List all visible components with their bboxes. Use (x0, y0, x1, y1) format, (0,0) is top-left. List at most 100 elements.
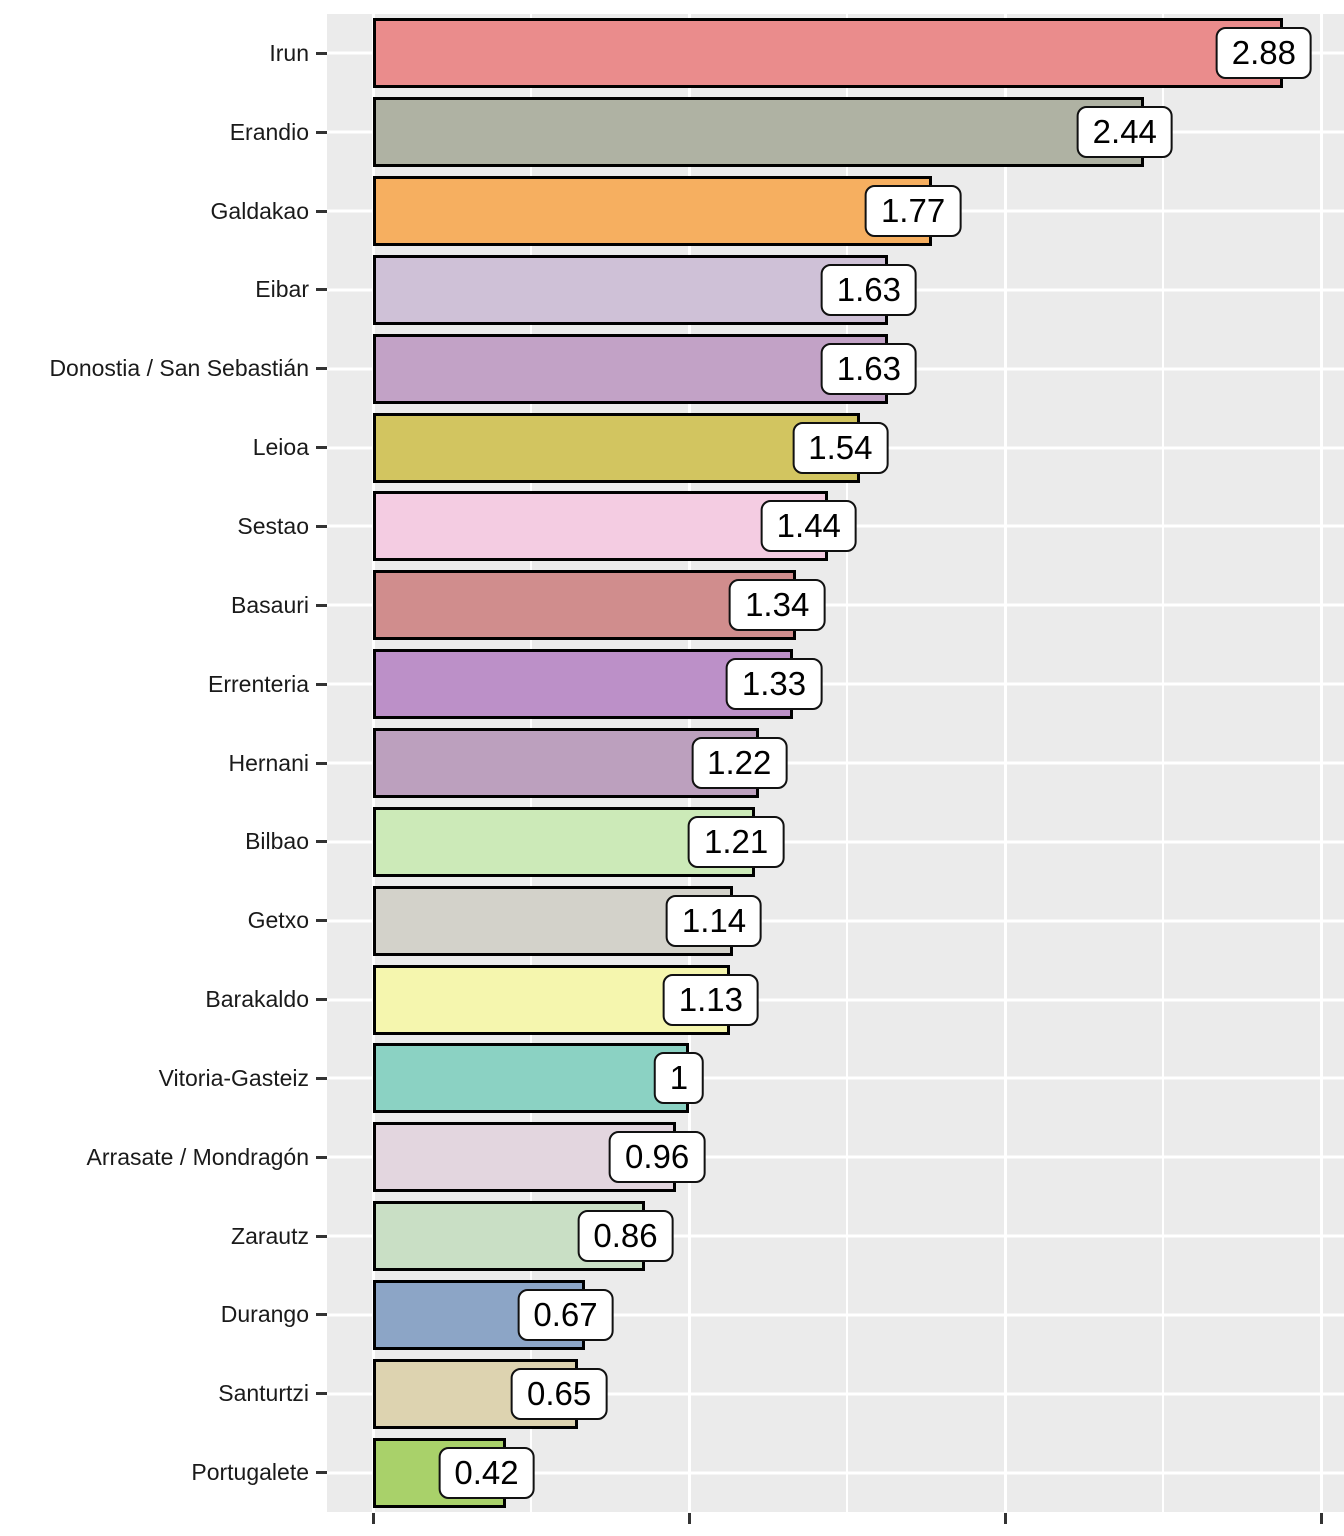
x-tick-mark (687, 1513, 691, 1524)
value-label: 1.54 (792, 421, 889, 474)
bar-row: 1.44 (327, 487, 1344, 566)
value-label: 1.13 (662, 973, 759, 1026)
y-axis-row: Erandio (0, 93, 327, 172)
y-tick-mark (316, 919, 327, 923)
y-axis-row: Eibar (0, 251, 327, 330)
y-tick-mark (316, 998, 327, 1002)
bar-row: 0.96 (327, 1118, 1344, 1197)
horizontal-gridline (327, 919, 1344, 923)
bar (373, 1043, 689, 1114)
bar-row: 1.54 (327, 408, 1344, 487)
bar (373, 412, 860, 483)
horizontal-gridline (327, 761, 1344, 765)
y-axis-row: Hernani (0, 724, 327, 803)
y-axis-row: Durango (0, 1276, 327, 1355)
bar-row: 1.21 (327, 802, 1344, 881)
bar-row: 0.67 (327, 1276, 1344, 1355)
horizontal-gridline (327, 998, 1344, 1002)
y-tick-mark (316, 603, 327, 607)
horizontal-gridline (327, 1155, 1344, 1159)
bar (373, 491, 829, 562)
category-label: Basauri (231, 591, 309, 618)
category-label: Eibar (255, 276, 309, 303)
bar-rows: 2.88 2.44 1.77 1.63 1.63 1.54 1.44 1.34 … (327, 14, 1344, 1512)
bar-row: 1.13 (327, 960, 1344, 1039)
bar-row: 2.44 (327, 93, 1344, 172)
horizontal-gridline (327, 1392, 1344, 1396)
y-axis-row: Basauri (0, 566, 327, 645)
bar (373, 254, 889, 325)
y-axis-row: Sestao (0, 487, 327, 566)
value-label: 0.42 (438, 1446, 535, 1499)
bar-row: 0.65 (327, 1354, 1344, 1433)
bar-row: 1.22 (327, 724, 1344, 803)
value-label: 0.67 (517, 1288, 614, 1341)
value-label: 1.44 (760, 500, 857, 553)
horizontal-gridline (327, 603, 1344, 607)
y-axis: Irun Erandio Galdakao Eibar Donostia / S… (0, 14, 327, 1512)
horizontal-gridline (327, 682, 1344, 686)
y-tick-mark (316, 446, 327, 450)
horizontal-gridline (327, 1234, 1344, 1238)
y-tick-mark (316, 1471, 327, 1475)
bar-row: 1.77 (327, 172, 1344, 251)
y-tick-mark (316, 1234, 327, 1238)
value-label: 1.21 (687, 815, 785, 868)
y-axis-row: Arrasate / Mondragón (0, 1118, 327, 1197)
y-axis-row: Portugalete (0, 1433, 327, 1512)
category-label: Donostia / San Sebastián (49, 355, 309, 382)
bar-row: 1.63 (327, 251, 1344, 330)
category-label: Getxo (247, 907, 309, 934)
y-tick-mark (316, 1392, 327, 1396)
bar-row: 1.63 (327, 329, 1344, 408)
category-label: Durango (220, 1301, 309, 1328)
y-tick-mark (316, 1155, 327, 1159)
value-label: 1.34 (729, 579, 826, 632)
y-tick-mark (316, 1313, 327, 1317)
value-label: 0.96 (608, 1131, 706, 1184)
bar (373, 97, 1145, 168)
plot-panel: 2.88 2.44 1.77 1.63 1.63 1.54 1.44 1.34 … (327, 14, 1344, 1512)
horizontal-gridline (327, 840, 1344, 844)
value-label: 0.86 (577, 1210, 674, 1263)
value-label: 1.63 (820, 342, 917, 395)
category-label: Leioa (252, 434, 309, 461)
bar-row: 1 (327, 1039, 1344, 1118)
category-label: Bilbao (245, 828, 309, 855)
x-tick-mark (371, 1513, 375, 1524)
bar-row: 1.14 (327, 881, 1344, 960)
y-axis-row: Leioa (0, 408, 327, 487)
y-axis-row: Vitoria-Gasteiz (0, 1039, 327, 1118)
value-label: 1.77 (864, 185, 962, 238)
category-label: Santurtzi (218, 1380, 309, 1407)
y-tick-mark (316, 1076, 327, 1080)
value-label: 1.14 (665, 894, 763, 947)
y-axis-row: Bilbao (0, 802, 327, 881)
y-axis-row: Galdakao (0, 172, 327, 251)
category-label: Portugalete (191, 1459, 309, 1486)
y-axis-row: Errenteria (0, 645, 327, 724)
category-label: Irun (269, 39, 309, 66)
bar (373, 18, 1284, 89)
category-label: Sestao (237, 512, 309, 539)
horizontal-gridline (327, 1313, 1344, 1317)
y-axis-row: Santurtzi (0, 1354, 327, 1433)
bar-row: 1.33 (327, 645, 1344, 724)
bar (373, 333, 889, 404)
x-tick-mark (1319, 1513, 1323, 1524)
y-tick-mark (316, 209, 327, 213)
value-label: 2.88 (1215, 27, 1312, 80)
y-axis-row: Getxo (0, 881, 327, 960)
x-tick-mark (1003, 1513, 1007, 1524)
value-label: 2.44 (1076, 106, 1173, 159)
y-tick-mark (316, 840, 327, 844)
bar-row: 0.42 (327, 1433, 1344, 1512)
category-label: Barakaldo (205, 986, 309, 1013)
bar-row: 1.34 (327, 566, 1344, 645)
category-label: Zarautz (231, 1222, 309, 1249)
y-axis-row: Donostia / San Sebastián (0, 329, 327, 408)
value-label: 0.65 (511, 1367, 608, 1420)
bar (373, 570, 797, 641)
y-axis-row: Irun (0, 14, 327, 93)
